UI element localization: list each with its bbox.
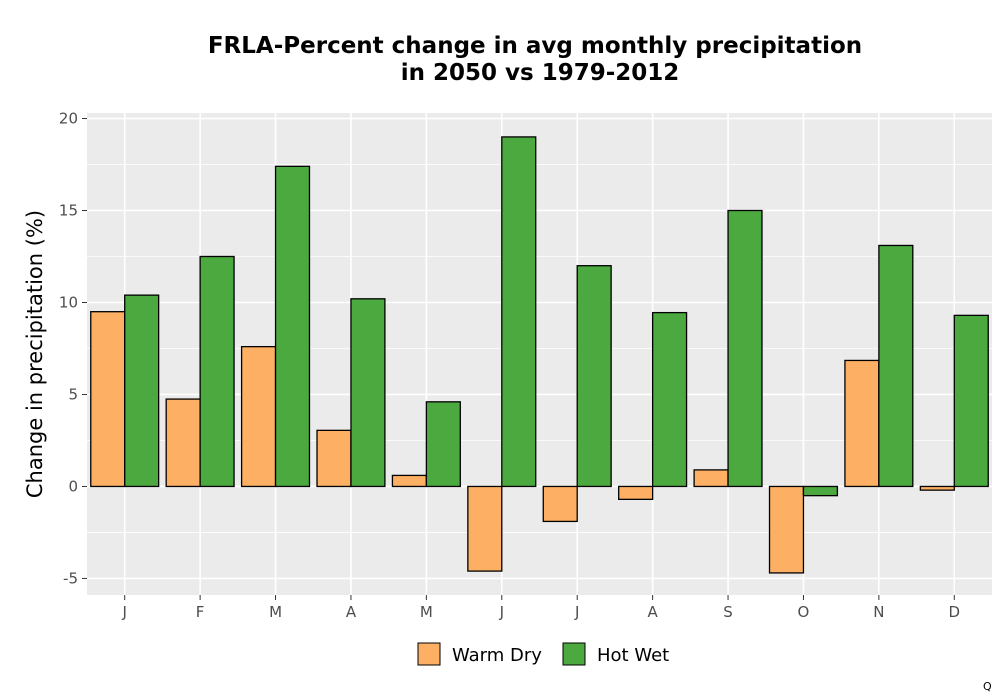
y-axis: -5 0 5 10 15 20 <box>59 110 87 587</box>
bar-hot-wet <box>878 244 914 488</box>
bar-hot-wet <box>576 265 612 488</box>
y-tick-label: 5 <box>68 385 78 403</box>
x-tick-label: A <box>647 603 658 621</box>
x-tick-label: N <box>873 603 884 621</box>
bars <box>90 136 989 574</box>
bar-warm-dry <box>844 359 880 488</box>
y-tick-label: 20 <box>59 110 78 128</box>
bar-hot-wet <box>124 294 160 488</box>
legend-swatch-hot-wet <box>562 642 586 666</box>
y-tick-label: 10 <box>59 293 78 311</box>
legend: Warm Dry Hot Wet <box>417 642 669 666</box>
x-tick-label: F <box>196 603 205 621</box>
bar-warm-dry <box>618 485 654 500</box>
x-tick-label: M <box>269 603 282 621</box>
y-tick-label: -5 <box>63 569 78 587</box>
y-tick-label: 0 <box>68 477 78 495</box>
bar-hot-wet <box>651 311 688 488</box>
legend-label-hot-wet: Hot Wet <box>597 645 669 666</box>
bar-warm-dry <box>693 469 729 488</box>
y-tick-label: 15 <box>59 202 78 220</box>
bar-warm-dry <box>240 345 277 488</box>
y-axis-title: Change in precipitation (%) <box>23 210 47 498</box>
bar-hot-wet <box>199 255 235 488</box>
bar-hot-wet <box>802 485 839 497</box>
bar-warm-dry <box>90 311 126 488</box>
bar-hot-wet <box>953 314 989 488</box>
bar-warm-dry <box>919 485 955 491</box>
bar-hot-wet <box>350 298 386 488</box>
x-tick-label: S <box>723 603 733 621</box>
chart-subtitle: in 2050 vs 1979-2012 <box>401 60 680 86</box>
corner-mark: Q <box>983 680 992 693</box>
x-tick-label: J <box>574 603 579 621</box>
bar-hot-wet <box>501 136 537 488</box>
bar-hot-wet <box>274 165 311 488</box>
bar-warm-dry <box>542 485 578 523</box>
x-tick-label: O <box>798 603 810 621</box>
chart-title: FRLA-Percent change in avg monthly preci… <box>208 33 862 59</box>
x-tick-label: M <box>420 603 433 621</box>
x-tick-label: J <box>499 603 504 621</box>
bar-warm-dry <box>768 485 805 574</box>
x-tick-label: A <box>346 603 357 621</box>
bar-warm-dry <box>165 398 201 488</box>
bar-warm-dry <box>316 429 352 488</box>
x-tick-label: J <box>121 603 126 621</box>
x-tick-label: D <box>949 603 961 621</box>
bar-warm-dry <box>467 485 503 572</box>
bar-hot-wet <box>727 209 763 488</box>
plot-panel <box>87 113 992 595</box>
legend-swatch-warm-dry <box>417 642 441 666</box>
legend-label-warm-dry: Warm Dry <box>452 645 542 666</box>
bar-hot-wet <box>425 401 461 488</box>
bar-warm-dry <box>391 474 428 488</box>
